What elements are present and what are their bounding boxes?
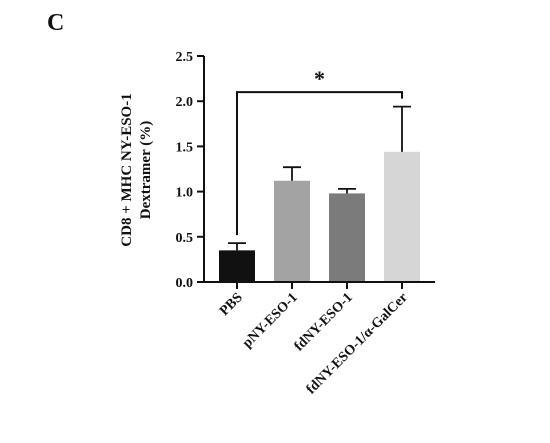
x-tick-label-1: PBS bbox=[217, 290, 246, 319]
bar-2 bbox=[274, 180, 310, 282]
bar-1 bbox=[219, 250, 255, 282]
y-tick-label-1: 0.0 bbox=[176, 276, 194, 291]
bar-3 bbox=[329, 193, 365, 282]
y-axis-label-line-1: CD8 + MHC NY-ESO-1 bbox=[119, 93, 135, 246]
y-axis-label-line-2: Dextramer (%) bbox=[138, 121, 154, 219]
y-tick-label-3: 1.0 bbox=[176, 186, 194, 201]
y-tick-label-2: 0.5 bbox=[176, 231, 194, 246]
significance-bracket bbox=[236, 91, 403, 236]
y-tick-label-5: 2.0 bbox=[176, 95, 194, 110]
y-axis-label: CD8 + MHC NY-ESO-1 Dextramer (%) bbox=[119, 93, 154, 246]
x-tick-label-4: fdNY-ESO-1/α-GalCer bbox=[304, 290, 411, 397]
panel-label: C bbox=[47, 10, 64, 36]
significance-label: * bbox=[314, 66, 325, 91]
bar-4 bbox=[384, 151, 420, 282]
x-tick-label-2: pNY-ESO-1 bbox=[240, 290, 301, 351]
y-tick-label-6: 2.5 bbox=[176, 50, 194, 65]
y-tick-label-4: 1.5 bbox=[176, 140, 194, 155]
